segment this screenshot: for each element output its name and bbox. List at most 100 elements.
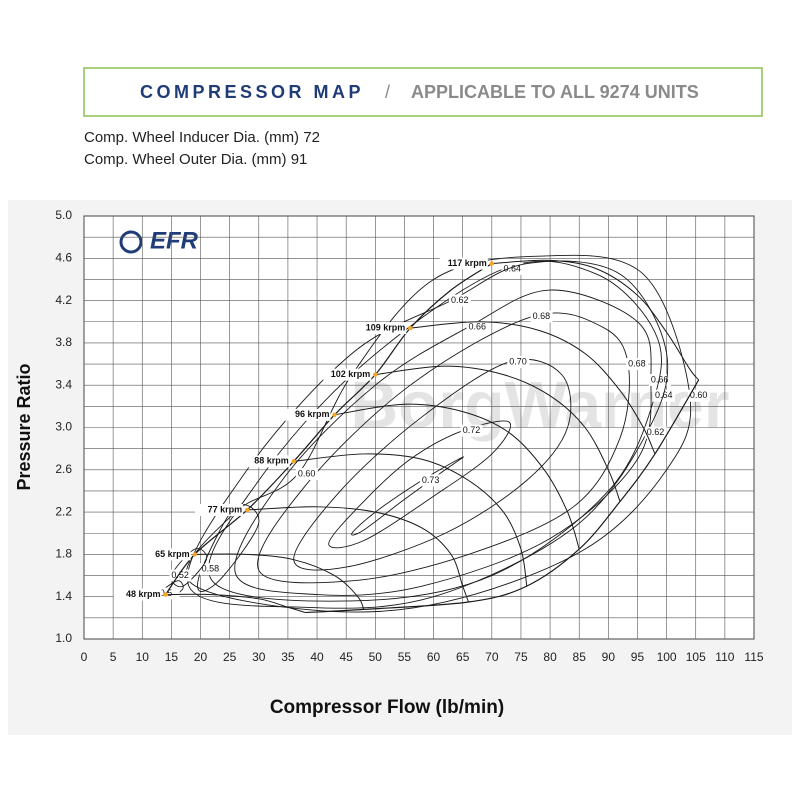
speed-line xyxy=(375,365,621,502)
efficiency-contour xyxy=(234,289,652,596)
y-tick-label: 2.2 xyxy=(55,504,72,518)
efficiency-label: 0.62 xyxy=(647,427,665,437)
x-tick-label: 30 xyxy=(252,650,266,664)
speed-label-bg xyxy=(113,588,162,601)
speed-line xyxy=(165,593,306,614)
efficiency-label-bg xyxy=(295,468,318,481)
efficiency-contour xyxy=(351,456,464,536)
efficiency-contour xyxy=(293,358,572,571)
efficiency-label: 0.60 xyxy=(690,390,708,400)
speed-label: 117 krpm xyxy=(448,258,487,268)
speed-label: 48 krpm xyxy=(126,589,161,599)
x-tick-label: 10 xyxy=(136,650,150,664)
efficiency-label: 0.62 xyxy=(451,295,469,305)
plot: 1.0 1.4 1.8 2.2 2.6 3.0 3.4 3.8 4.2 4.6 5.0 0 5 10 15 2… xyxy=(55,208,764,664)
x-tick-label: 90 xyxy=(602,650,616,664)
y-axis-label: Pressure Ratio xyxy=(14,363,34,490)
x-axis-label: Compressor Flow (lb/min) xyxy=(270,697,504,718)
x-tick-label: 25 xyxy=(223,650,237,664)
efficiency-label: 0.72 xyxy=(463,425,481,435)
x-tick-label: 55 xyxy=(398,650,412,664)
speed-label: 65 krpm xyxy=(155,549,190,559)
speed-line xyxy=(247,506,469,603)
efficiency-label-bg xyxy=(687,389,710,402)
efficiency-label-bg xyxy=(199,563,222,576)
speed-line xyxy=(293,453,528,587)
x-tick-label: 80 xyxy=(543,650,557,664)
efficiency-label-bg xyxy=(644,426,667,439)
x-tick-label: 85 xyxy=(573,650,587,664)
header-title: COMPRESSOR MAP xyxy=(140,82,364,102)
surge-point xyxy=(291,459,296,464)
surge-point xyxy=(192,552,197,557)
efficiency-label: 0.60 xyxy=(298,468,316,478)
x-tick-label: 45 xyxy=(339,650,353,664)
y-tick-label: 1.0 xyxy=(55,631,72,645)
speed-label: 77 krpm xyxy=(208,504,243,514)
y-tick-label: 3.4 xyxy=(55,377,72,391)
x-tick-label: 50 xyxy=(369,650,383,664)
efficiency-label-bg xyxy=(648,373,671,386)
speed-line xyxy=(334,403,580,550)
speed-label: 88 krpm xyxy=(254,456,289,466)
x-tick-label: 40 xyxy=(310,650,324,664)
y-tick-label: 1.8 xyxy=(55,547,72,561)
speed-label-bg xyxy=(142,548,191,561)
speed-label-bg xyxy=(195,503,244,516)
x-tick-label: 95 xyxy=(631,650,645,664)
efficiency-label-bg xyxy=(157,587,180,600)
x-tick-label: 20 xyxy=(194,650,208,664)
speed-line xyxy=(491,259,700,381)
efficiency-label-bg xyxy=(169,569,192,582)
efficiency-label-bg xyxy=(460,424,483,437)
efficiency-label-bg xyxy=(449,294,472,307)
efficiency-label: 0.52 xyxy=(171,570,189,580)
x-tick-label: 115 xyxy=(744,650,763,664)
y-tick-label: 4.6 xyxy=(55,250,72,264)
efficiency-label: 0.68 xyxy=(533,311,551,321)
efficiency-label: 0.66 xyxy=(469,321,487,331)
efficiency-label: 0.64 xyxy=(503,263,521,273)
x-tick-label: 65 xyxy=(456,650,470,664)
x-tick-label: 110 xyxy=(715,650,734,664)
efficiency-contour xyxy=(187,260,669,609)
x-tick-label: 35 xyxy=(281,650,295,664)
y-tick-label: 5.0 xyxy=(55,208,72,222)
info-line: Comp. Wheel Inducer Dia. (mm) 72 xyxy=(84,129,320,146)
choke-line xyxy=(305,379,700,614)
efficiency-label-bg xyxy=(626,358,649,371)
surge-point xyxy=(244,507,250,513)
efficiency-label-bg xyxy=(466,321,489,334)
header-separator: / xyxy=(385,82,390,102)
speed-label-bg xyxy=(323,368,372,381)
efficiency-label-bg xyxy=(530,310,553,323)
speed-label: 96 krpm xyxy=(295,409,330,419)
efficiency-label-bg xyxy=(652,389,675,402)
speed-label-bg xyxy=(282,408,331,421)
x-tick-label: 0 xyxy=(81,650,88,664)
x-tick-label: 70 xyxy=(485,650,499,664)
x-tick-label: 75 xyxy=(514,650,528,664)
efficiency-contour xyxy=(328,420,511,549)
efficiency-label: 0.73 xyxy=(422,475,440,485)
y-tick-label: 1.4 xyxy=(55,589,72,603)
header-subtitle: APPLICABLE TO ALL 9274 UNITS xyxy=(411,82,699,102)
speed-label: 102 krpm xyxy=(331,369,371,379)
header-box xyxy=(83,67,763,117)
surge-point xyxy=(373,372,378,377)
speed-line xyxy=(410,321,656,455)
speed-label-bg xyxy=(439,257,488,270)
logo-icon xyxy=(119,230,143,254)
x-tick-label: 5 xyxy=(110,650,117,664)
x-tick-label: 60 xyxy=(427,650,441,664)
speed-label-bg xyxy=(358,322,407,335)
surge-point xyxy=(489,261,495,266)
y-tick-label: 3.0 xyxy=(55,420,72,434)
efficiency-contour xyxy=(186,254,692,613)
efficiency-label: 0.58 xyxy=(202,564,220,574)
x-tick-label: 100 xyxy=(657,650,677,664)
x-tick-label: 105 xyxy=(686,650,706,664)
surge-point xyxy=(408,325,413,331)
